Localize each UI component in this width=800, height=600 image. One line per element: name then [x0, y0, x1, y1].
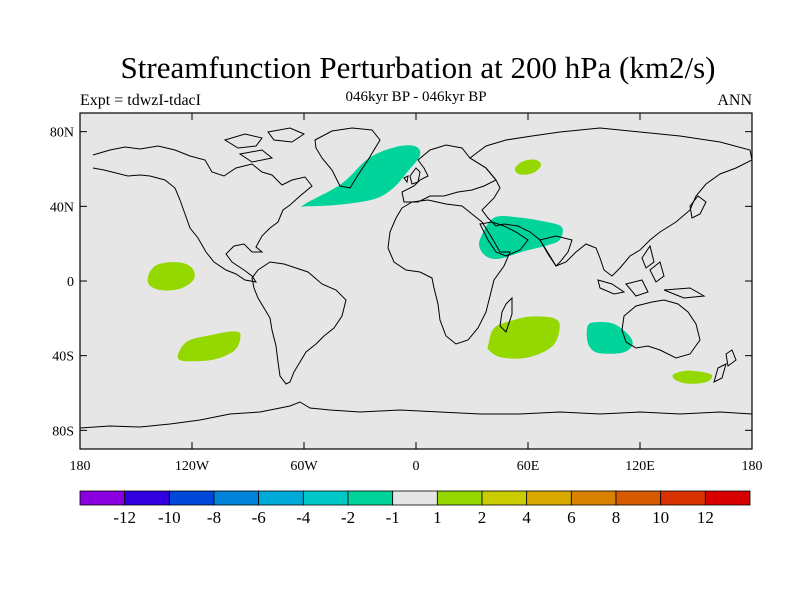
coastline-madagascar	[499, 296, 513, 333]
coastline-greenland	[314, 127, 381, 189]
coastline-maritime-continent	[597, 244, 706, 299]
map-axes: 80N 40N 0 40S 80S 180 120W 60W 0 60E 120E 180	[50, 113, 763, 474]
colorbar-swatch	[302, 490, 349, 506]
coastline-arabia	[479, 221, 529, 257]
colorbar-swatch	[704, 490, 751, 506]
lon-tick-label: 0	[413, 459, 420, 474]
lat-tick-label: 0	[67, 275, 74, 290]
plot-subtitle: 046kyr BP - 046kyr BP	[345, 89, 487, 105]
anomaly-central-asia-positive	[514, 159, 542, 175]
colorbar-label: 6	[567, 508, 576, 527]
anomaly-arabia-negative	[478, 215, 563, 259]
lon-tick-label: 120W	[175, 459, 210, 474]
coastline-antarctica	[80, 401, 752, 429]
colorbar-label: 12	[697, 508, 714, 527]
coastlines	[80, 127, 752, 429]
colorbar-swatch	[258, 490, 304, 506]
coastline-new-zealand	[713, 349, 737, 383]
colorbar-swatch	[660, 490, 706, 506]
anomaly-south-pacific-positive	[177, 331, 241, 362]
colorbar-label: -1	[386, 508, 400, 527]
colorbar-swatch	[168, 490, 215, 506]
coastline-india	[539, 235, 573, 267]
coastline-north-america	[92, 145, 313, 283]
coastline-japan	[689, 195, 707, 219]
colorbar-label: 1	[433, 508, 442, 527]
colorbar-swatch	[570, 490, 617, 506]
colorbar-label: 2	[478, 508, 487, 527]
colorbar-swatch	[213, 490, 260, 506]
colorbar-swatch	[481, 490, 528, 506]
colorbar: -12 -10 -8 -6 -4 -2 -1 1 2 4 6 8 10 12	[79, 490, 751, 527]
colorbar-label: -8	[207, 508, 221, 527]
colorbar-label: -4	[296, 508, 311, 527]
colorbar-label: -6	[252, 508, 266, 527]
anomaly-north-atlantic-negative	[301, 145, 421, 207]
colorbar-swatch	[526, 490, 572, 506]
plot-title: Streamfunction Perturbation at 200 hPa (…	[120, 50, 716, 85]
coastline-south-america	[251, 261, 347, 385]
coastline-africa	[387, 199, 511, 345]
lat-tick-label: 40S	[52, 350, 74, 365]
lon-tick-label: 120E	[625, 459, 655, 474]
colorbar-label: 4	[522, 508, 531, 527]
coastline-europe	[401, 144, 497, 203]
anomaly-south-indian-positive	[487, 316, 560, 359]
lon-tick-label: 180	[742, 459, 763, 474]
colorbar-swatch	[436, 490, 483, 506]
colorbar-label: 8	[612, 508, 621, 527]
colorbar-swatch	[347, 490, 394, 506]
colorbar-label: 10	[652, 508, 669, 527]
season-label: ANN	[717, 92, 752, 109]
lon-tick-label: 180	[70, 459, 91, 474]
lat-tick-label: 40N	[50, 200, 74, 215]
colorbar-label: -12	[113, 508, 136, 527]
anomaly-southern-ocean-positive	[672, 370, 713, 384]
colorbar-swatch	[79, 490, 126, 506]
lon-tick-label: 60W	[290, 459, 318, 474]
coastline-british-isles	[403, 167, 421, 185]
lat-tick-label: 80N	[50, 126, 74, 141]
colorbar-label: -2	[341, 508, 355, 527]
anomaly-australia-west-negative	[586, 321, 633, 354]
coastline-asia	[469, 127, 752, 277]
colorbar-swatch	[392, 490, 438, 506]
colorbar-swatch	[615, 490, 662, 506]
anomaly-east-pacific-positive	[147, 262, 195, 291]
experiment-label: Expt = tdwzI-tdacI	[80, 92, 201, 109]
colorbar-swatch	[124, 490, 170, 506]
lat-tick-label: 80S	[52, 424, 74, 439]
coastline-australia	[621, 299, 701, 359]
coastline-arctic-islands	[223, 127, 306, 163]
lon-tick-label: 60E	[517, 459, 540, 474]
colorbar-label: -10	[158, 508, 181, 527]
anomaly-layer	[147, 145, 713, 384]
